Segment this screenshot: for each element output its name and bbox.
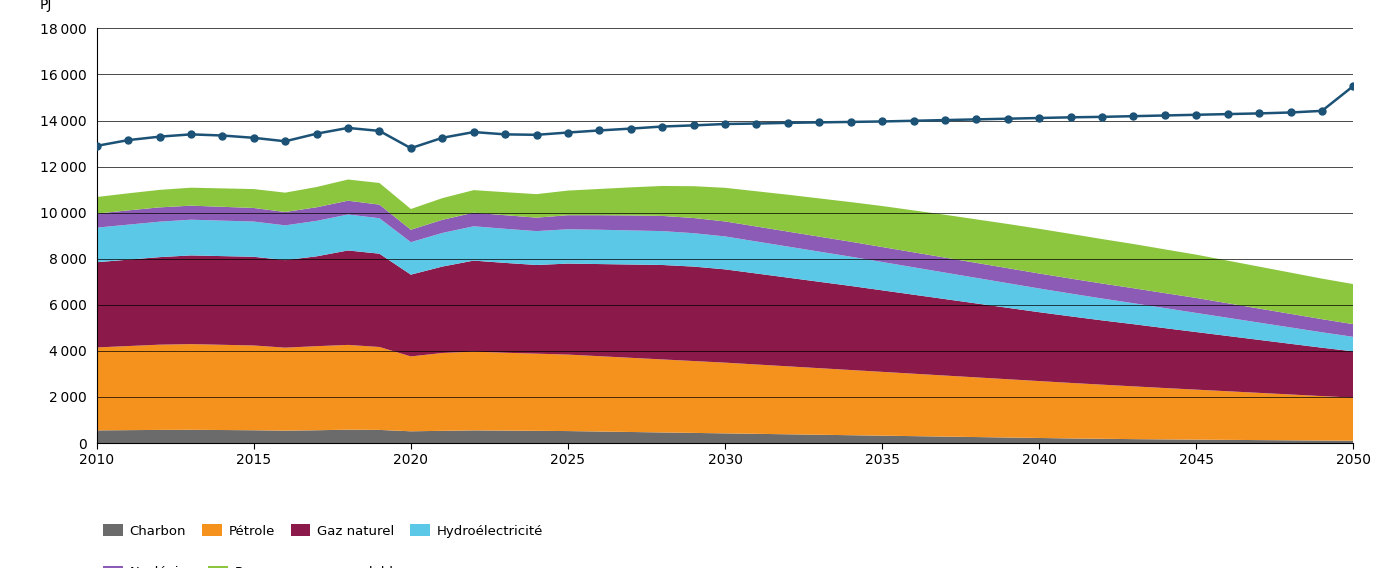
Text: PJ: PJ [40, 0, 52, 12]
